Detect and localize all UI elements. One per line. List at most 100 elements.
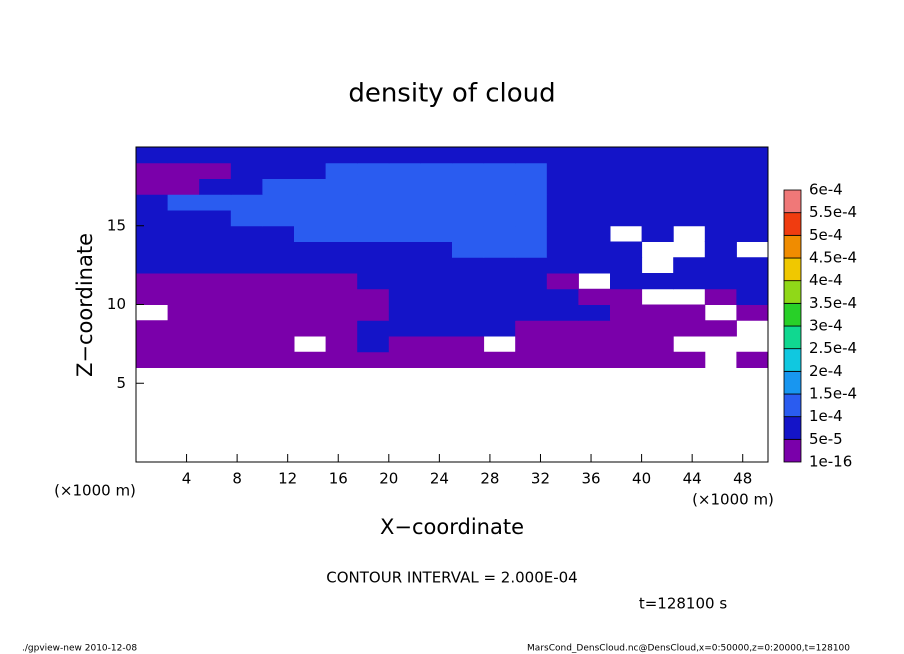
- field-cell: [578, 162, 611, 179]
- field-cell: [325, 194, 358, 211]
- field-cell: [294, 194, 327, 211]
- field-cell: [262, 288, 295, 305]
- field-cell: [610, 178, 643, 195]
- field-cell: [483, 147, 516, 164]
- field-cell: [704, 288, 737, 305]
- colorbar-label: 4e-4: [809, 271, 843, 289]
- field-cell: [388, 273, 421, 290]
- field-cell: [230, 147, 263, 164]
- field-cell: [325, 336, 358, 353]
- field-cell: [673, 304, 706, 321]
- field-cell: [641, 225, 674, 242]
- field-cell: [167, 273, 200, 290]
- y-tick-label: 5: [116, 374, 126, 392]
- field-cell: [167, 304, 200, 321]
- field-cell: [199, 320, 232, 337]
- colorbar-box: [783, 416, 802, 440]
- field-cell: [641, 336, 674, 353]
- field-cell: [515, 178, 548, 195]
- field-cell: [704, 273, 737, 290]
- field-cell: [673, 210, 706, 227]
- colorbar-box: [783, 325, 802, 350]
- field-cell: [578, 288, 611, 305]
- field-cell: [452, 162, 485, 179]
- field-cell: [420, 273, 453, 290]
- field-cell: [167, 147, 200, 164]
- colorbar-label: 4.5e-4: [809, 249, 857, 267]
- field-cell: [388, 336, 421, 353]
- field-cell: [610, 288, 643, 305]
- field-cell: [357, 320, 390, 337]
- field-cell: [483, 273, 516, 290]
- field-cell: [736, 210, 769, 227]
- field-cell: [704, 194, 737, 211]
- field-cell: [704, 178, 737, 195]
- colorbar-label: 3e-4: [809, 317, 843, 335]
- field-cell: [136, 210, 169, 227]
- field-cell: [452, 288, 485, 305]
- field-cell: [610, 194, 643, 211]
- field-cell: [325, 178, 358, 195]
- field-cell: [357, 273, 390, 290]
- colorbar-label: 6e-4: [809, 181, 843, 199]
- field-cell: [546, 288, 579, 305]
- field-cell: [199, 162, 232, 179]
- field-cell: [199, 241, 232, 258]
- field-cell: [262, 147, 295, 164]
- field-cell: [167, 351, 200, 368]
- field-cell: [262, 241, 295, 258]
- field-cell: [136, 288, 169, 305]
- field-cell: [452, 336, 485, 353]
- field-cell: [736, 147, 769, 164]
- colorbar-box: [783, 280, 802, 304]
- colorbar-box: [783, 393, 802, 418]
- colorbar-box: [783, 348, 802, 372]
- field-cell: [452, 178, 485, 195]
- field-cell: [167, 162, 200, 179]
- field-cell: [673, 257, 706, 274]
- field-cell: [199, 257, 232, 274]
- field-cell: [325, 225, 358, 242]
- field-cell: [483, 304, 516, 321]
- x-tick-label: 44: [683, 470, 702, 488]
- field-cell: [452, 304, 485, 321]
- colorbar-label: 1.5e-4: [809, 385, 857, 403]
- field-cell: [136, 225, 169, 242]
- field-cell: [325, 304, 358, 321]
- field-cell: [388, 351, 421, 368]
- field-cell: [199, 304, 232, 321]
- field-cell: [736, 194, 769, 211]
- field-cell: [546, 194, 579, 211]
- x-tick-label: 4: [182, 470, 192, 488]
- field-cell: [420, 147, 453, 164]
- x-tick-label: 28: [480, 470, 499, 488]
- field-cell: [388, 257, 421, 274]
- field-cell: [388, 288, 421, 305]
- field-cell: [641, 210, 674, 227]
- field-cell: [294, 162, 327, 179]
- field-cell: [546, 351, 579, 368]
- field-cell: [294, 147, 327, 164]
- field-cell: [199, 273, 232, 290]
- x-tick-label: 12: [278, 470, 297, 488]
- x-tick-label: 16: [329, 470, 348, 488]
- colorbar-label: 3.5e-4: [809, 294, 857, 312]
- field-cell: [610, 351, 643, 368]
- field-cell: [673, 194, 706, 211]
- field-cell: [610, 257, 643, 274]
- x-tick-label: 20: [379, 470, 398, 488]
- field-cell: [515, 147, 548, 164]
- field-cell: [262, 320, 295, 337]
- field-cell: [420, 257, 453, 274]
- x-tick-label: 8: [232, 470, 242, 488]
- field-cell: [673, 162, 706, 179]
- field-cell: [199, 351, 232, 368]
- field-cell: [673, 147, 706, 164]
- field-cell: [515, 225, 548, 242]
- field-cell: [262, 273, 295, 290]
- field-cell: [357, 178, 390, 195]
- field-cell: [420, 336, 453, 353]
- field-cell: [736, 273, 769, 290]
- field-cell: [420, 241, 453, 258]
- field-cell: [325, 320, 358, 337]
